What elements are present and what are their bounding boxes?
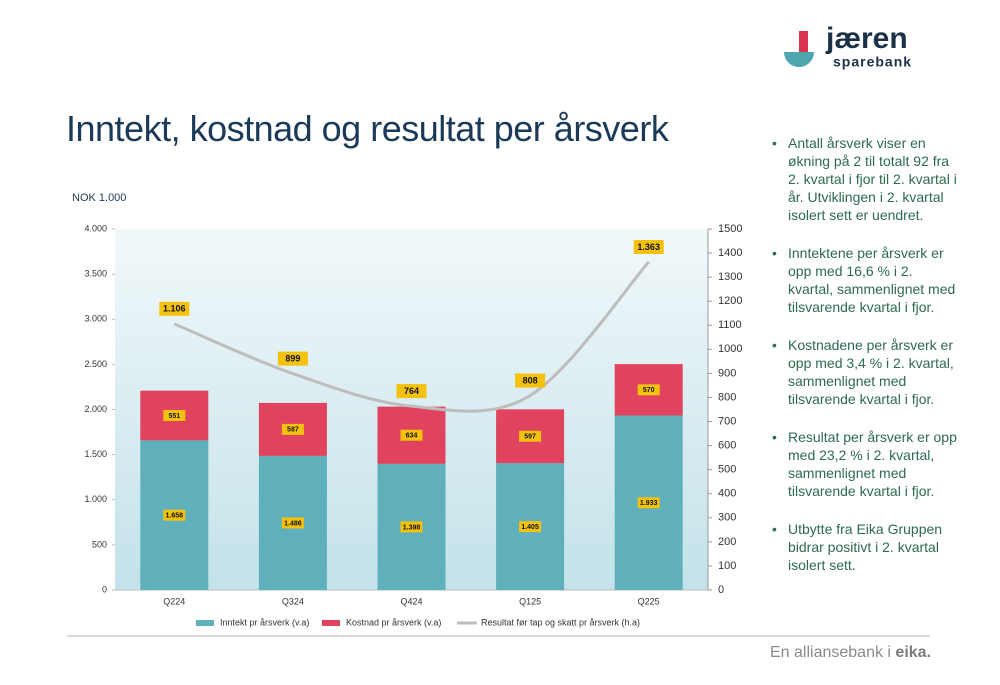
legend-label: Inntekt pr årsverk (v.a): [220, 617, 309, 627]
data-label: 570: [643, 387, 655, 394]
logo-sub: sparebank: [833, 54, 912, 70]
y-tick-label: 500: [92, 539, 107, 549]
data-label-box: [519, 430, 542, 442]
data-label-box: [281, 423, 304, 435]
data-label: 587: [287, 427, 299, 434]
y2-tick-label: 700: [718, 415, 736, 427]
logo: jæren sparebank: [784, 22, 912, 70]
bullet: Antall årsverk viser en økning på 2 til …: [770, 134, 960, 224]
bullet: Inntektene per årsverk er opp med 16,6 %…: [770, 244, 960, 316]
data-label-box: [281, 517, 304, 529]
footer-brand: eika.: [895, 644, 932, 661]
y2-tick-label: 600: [718, 440, 736, 452]
y2-tick-label: 1300: [718, 271, 742, 283]
logo-name: jæren: [825, 22, 908, 55]
data-label: 1.398: [403, 524, 421, 531]
bullet: Kostnadene per årsverk er opp med 3,4 % …: [770, 336, 960, 408]
data-label: 551: [168, 413, 180, 420]
y2-tick-label: 1500: [718, 223, 742, 235]
y2-tick-label: 1100: [718, 319, 742, 331]
data-label-box: [396, 384, 427, 399]
y2-tick-label: 0: [718, 584, 724, 596]
bullet-list: Antall årsverk viser en økning på 2 til …: [770, 134, 960, 594]
x-tick-label: Q225: [638, 596, 660, 606]
bullet: Utbytte fra Eika Gruppen bidrar positivt…: [770, 520, 960, 574]
y-tick-label: 1.000: [84, 494, 107, 504]
y2-tick-label: 1200: [718, 295, 742, 307]
slide-title: Inntekt, kostnad og resultat per årsverk: [66, 108, 669, 149]
y2-tick-label: 100: [718, 560, 736, 572]
legend-label: Kostnad pr årsverk (v.a): [346, 617, 441, 627]
data-label: 634: [406, 433, 418, 440]
data-label-box: [400, 521, 423, 533]
y2-tick-label: 900: [718, 367, 736, 379]
y-tick-label: 3.000: [84, 314, 107, 324]
data-label-box: [163, 410, 186, 422]
y-tick-label: 3.500: [84, 269, 107, 279]
bullet: Resultat per årsverk er opp med 23,2 % i…: [770, 428, 960, 500]
x-tick-label: Q324: [282, 596, 304, 606]
footer-text: En alliansebank i: [770, 644, 891, 661]
legend-marker: [322, 620, 340, 626]
data-label-box: [277, 351, 308, 366]
data-label: 808: [523, 375, 538, 385]
data-label-box: [637, 497, 660, 509]
y-tick-label: 2.500: [84, 359, 107, 369]
y-axis-label: NOK 1.000: [72, 192, 126, 204]
y-tick-label: 0: [102, 584, 107, 594]
y2-tick-label: 400: [718, 488, 736, 500]
data-label: 899: [285, 354, 300, 364]
data-label: 1.363: [637, 242, 660, 252]
data-label: 1.486: [284, 520, 302, 527]
legend-label: Resultat før tap og skatt pr årsverk (h.…: [481, 617, 640, 627]
data-label-box: [400, 429, 423, 441]
data-label-box: [163, 509, 186, 521]
data-label-box: [515, 373, 546, 388]
x-tick-label: Q224: [163, 596, 185, 606]
data-label-box: [633, 239, 664, 254]
data-label: 1.658: [166, 513, 184, 520]
data-label-box: [519, 521, 542, 533]
y2-tick-label: 500: [718, 464, 736, 476]
y-tick-label: 1.500: [84, 449, 107, 459]
y2-tick-label: 200: [718, 536, 736, 548]
y2-tick-label: 1400: [718, 247, 742, 259]
data-label: 1.933: [640, 500, 658, 507]
y2-tick-label: 300: [718, 512, 736, 524]
data-label: 1.106: [163, 304, 186, 314]
x-tick-label: Q125: [519, 596, 541, 606]
data-label: 1.405: [521, 524, 539, 531]
legend-marker: [196, 620, 214, 626]
y-tick-label: 4.000: [84, 223, 107, 233]
y2-tick-label: 1000: [718, 343, 742, 355]
x-tick-label: Q424: [400, 596, 422, 606]
data-label-box: [159, 301, 190, 316]
data-label-box: [637, 384, 660, 396]
footer: En alliansebank i eika.: [770, 644, 931, 662]
line: [173, 260, 650, 413]
y-tick-label: 2.000: [84, 404, 107, 414]
data-label: 597: [524, 434, 536, 441]
y2-tick-label: 800: [718, 391, 736, 403]
data-label: 764: [404, 386, 419, 396]
